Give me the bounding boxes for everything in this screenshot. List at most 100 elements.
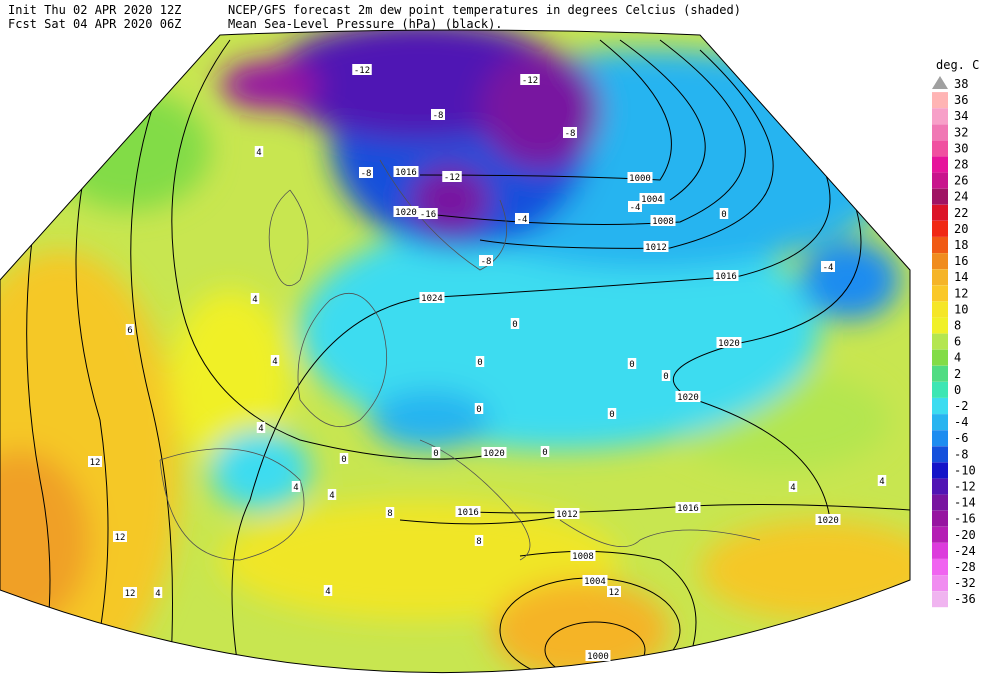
- dewpoint-label-bg: [661, 370, 671, 381]
- legend-label: -28: [954, 560, 976, 574]
- dewpoint-label-bg: [788, 481, 798, 492]
- legend-label: 14: [954, 270, 968, 284]
- dewpoint-label-bg: [627, 358, 637, 369]
- dewpoint-label-bg: [475, 356, 485, 367]
- legend-swatch: [932, 591, 948, 608]
- dewpoint-label-bg: [442, 171, 462, 182]
- isobar-label: 1000: [587, 652, 609, 662]
- legend-label: 16: [954, 254, 968, 268]
- dewpoint-label-bg: [123, 587, 137, 598]
- dewpoint-label-bg: [877, 475, 887, 486]
- dewpoint-label: 0: [433, 449, 438, 459]
- isobar-label-bg: [393, 166, 419, 177]
- dewpoint-label-bg: [563, 127, 577, 138]
- dewpoint-label-bg: [88, 456, 102, 467]
- dewpoint-label: 4: [256, 148, 261, 158]
- dewpoint-label-bg: [540, 446, 550, 457]
- dewpoint-label-bg: [113, 531, 127, 542]
- dewpoint-label-bg: [515, 213, 529, 224]
- legend-swatch: [932, 510, 948, 527]
- dewpoint-label: 4: [325, 587, 330, 597]
- legend-label: -14: [954, 496, 976, 510]
- dewpoint-label: 4: [329, 491, 334, 501]
- isobar-label: 1016: [395, 168, 417, 178]
- isobar-label-bg: [570, 550, 596, 561]
- dewpoint-label-bg: [359, 167, 373, 178]
- legend-title: deg. C: [936, 58, 979, 72]
- dewpoint-label-bg: [607, 586, 621, 597]
- isobar-label-bg: [481, 447, 507, 458]
- isobar-label-bg: [716, 337, 742, 348]
- legend-swatch: [932, 172, 948, 189]
- dewpoint-label: 0: [609, 410, 614, 420]
- legend-swatch: [932, 285, 948, 302]
- dewpoint-label: -12: [522, 76, 538, 86]
- isobar-label: 1000: [629, 174, 651, 184]
- legend-swatch: [932, 349, 948, 366]
- legend-label: -20: [954, 528, 976, 542]
- legend-label: -24: [954, 544, 976, 558]
- dewpoint-label-bg: [479, 255, 493, 266]
- dewpoint-label-bg: [254, 146, 264, 157]
- legend-swatch: [932, 108, 948, 125]
- legend-swatch: [932, 494, 948, 511]
- dewpoint-label: 12: [115, 533, 126, 543]
- legend-swatch: [932, 220, 948, 237]
- legend-label: 18: [954, 238, 968, 252]
- legend-label: 34: [954, 109, 968, 123]
- map-border: [0, 29, 911, 674]
- dewpoint-label: 0: [542, 448, 547, 458]
- dewpoint-label-bg: [520, 74, 540, 85]
- isobar-label: 1012: [645, 243, 667, 253]
- dewpoint-label-bg: [256, 422, 266, 433]
- dewpoint-label: -4: [823, 263, 834, 273]
- dewpoint-label: 0: [721, 210, 726, 220]
- dewpoint-label-bg: [474, 403, 484, 414]
- isobar-label: 1024: [421, 294, 443, 304]
- isobar-label-bg: [582, 575, 608, 586]
- legend-swatch: [932, 575, 948, 592]
- dewpoint-label: -4: [517, 215, 528, 225]
- isobar-label: 1016: [677, 504, 699, 514]
- isobar-label: 1020: [817, 516, 839, 526]
- dewpoint-label: -12: [444, 173, 460, 183]
- legend-swatch: [932, 542, 948, 559]
- dewpoint-label: -16: [420, 210, 436, 220]
- dewpoint-label-bg: [719, 208, 729, 219]
- dewpoint-label-bg: [628, 201, 642, 212]
- isobar-label-bg: [675, 391, 701, 402]
- legend-swatch: [932, 317, 948, 334]
- dewpoint-label: -8: [433, 111, 444, 121]
- dewpoint-label: 4: [252, 295, 257, 305]
- dewpoint-label-bg: [510, 318, 520, 329]
- legend-swatch: [932, 365, 948, 382]
- dewpoint-label-bg: [352, 64, 372, 75]
- legend-label: -12: [954, 480, 976, 494]
- dewpoint-label: -8: [361, 169, 372, 179]
- legend-swatch: [932, 301, 948, 318]
- legend-swatch: [932, 430, 948, 447]
- legend-label: 38: [954, 77, 968, 91]
- legend-label: 32: [954, 125, 968, 139]
- isobar-label: 1008: [572, 552, 594, 562]
- legend-label: 24: [954, 190, 968, 204]
- isobar-label: 1004: [584, 577, 606, 587]
- dewpoint-label: -8: [481, 257, 492, 267]
- dewpoint-label: -8: [565, 129, 576, 139]
- legend-label: 12: [954, 286, 968, 300]
- legend-label: 26: [954, 174, 968, 188]
- legend-swatch: [932, 559, 948, 575]
- fcst-text: Fcst Sat 04 APR 2020 06Z: [8, 17, 181, 31]
- dewpoint-label-bg: [270, 355, 280, 366]
- isobar-label-bg: [393, 206, 419, 217]
- dewpoint-label-bg: [291, 481, 301, 492]
- legend-swatch: [932, 462, 948, 479]
- legend-triangle: [932, 76, 948, 89]
- legend-swatch: [932, 414, 948, 431]
- dewpoint-label: 4: [293, 483, 298, 493]
- isobar-label-bg: [419, 292, 445, 303]
- legend-swatch: [932, 237, 948, 253]
- legend-label: 2: [954, 367, 961, 381]
- legend-swatch: [932, 92, 948, 109]
